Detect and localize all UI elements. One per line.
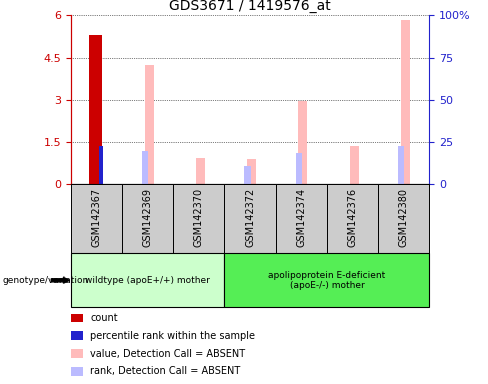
Text: GSM142376: GSM142376 (347, 188, 358, 247)
Text: value, Detection Call = ABSENT: value, Detection Call = ABSENT (90, 349, 245, 359)
Text: wildtype (apoE+/+) mother: wildtype (apoE+/+) mother (85, 276, 210, 285)
Bar (100, 146, 102, 184)
Bar (296, 153, 302, 184)
Bar (71, 349, 83, 358)
Text: GSM142369: GSM142369 (142, 188, 153, 247)
Bar (276, 184, 327, 253)
Text: GSM142380: GSM142380 (399, 188, 409, 247)
Text: genotype/variation: genotype/variation (2, 276, 89, 285)
Bar (89, 35, 102, 184)
Bar (224, 253, 429, 307)
Bar (247, 159, 256, 184)
Bar (71, 367, 83, 376)
Text: rank, Detection Call = ABSENT: rank, Detection Call = ABSENT (90, 366, 241, 376)
Bar (71, 184, 122, 253)
Bar (327, 184, 378, 253)
Bar (71, 253, 224, 307)
Bar (398, 146, 405, 184)
Bar (244, 166, 251, 184)
Bar (71, 331, 83, 340)
Text: GSM142370: GSM142370 (194, 188, 204, 247)
Bar (196, 157, 205, 184)
Bar (224, 184, 276, 253)
Text: apolipoprotein E-deficient
(apoE-/-) mother: apolipoprotein E-deficient (apoE-/-) mot… (268, 271, 386, 290)
Bar (349, 146, 359, 184)
Text: GSM142374: GSM142374 (296, 188, 306, 247)
Bar (378, 184, 429, 253)
Text: count: count (90, 313, 118, 323)
Bar (122, 184, 173, 253)
Text: GSM142372: GSM142372 (245, 188, 255, 247)
Bar (401, 20, 410, 184)
Bar (144, 65, 154, 184)
Bar (173, 184, 224, 253)
Text: percentile rank within the sample: percentile rank within the sample (90, 331, 256, 341)
Bar (71, 314, 83, 322)
Title: GDS3671 / 1419576_at: GDS3671 / 1419576_at (169, 0, 331, 13)
Bar (298, 101, 307, 184)
Bar (142, 151, 148, 184)
Text: GSM142367: GSM142367 (91, 188, 102, 247)
